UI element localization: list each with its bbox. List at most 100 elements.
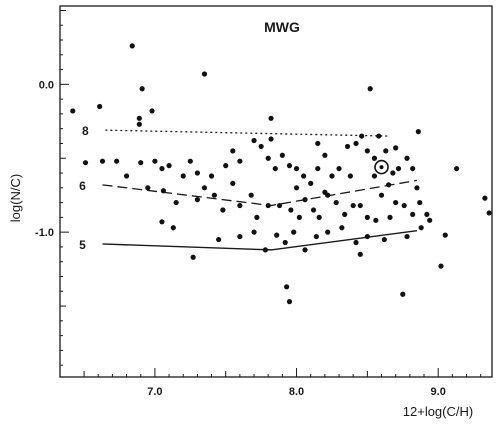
data-point: [187, 158, 193, 164]
data-point: [136, 115, 142, 121]
data-point: [136, 121, 142, 127]
data-point: [371, 173, 378, 179]
data-point: [350, 202, 356, 209]
data-point: [313, 233, 319, 240]
curve-6-line: [102, 179, 418, 207]
y-axis-title: log(N/C): [8, 174, 23, 222]
data-point: [208, 173, 215, 179]
data-point: [291, 229, 297, 235]
data-point: [114, 158, 120, 164]
data-point: [418, 225, 424, 231]
data-point: [453, 165, 460, 172]
curve-8-label: 8: [82, 124, 89, 138]
data-point: [123, 173, 130, 179]
data-point: [284, 284, 290, 290]
highlight-point-ring: [374, 159, 389, 175]
data-point: [152, 158, 158, 164]
data-point: [160, 188, 166, 194]
plot-frame: [59, 5, 493, 378]
data-point: [438, 263, 444, 269]
x-tick-label: 9.0: [431, 386, 446, 398]
data-point: [364, 148, 370, 154]
curve-5-line: [102, 229, 418, 251]
data-point: [82, 160, 89, 166]
data-point: [401, 202, 407, 209]
data-point: [364, 233, 370, 240]
data-point: [404, 155, 410, 161]
data-point: [201, 71, 208, 77]
data-point: [367, 86, 373, 92]
x-axis-title: 12+log(C/H): [403, 404, 473, 419]
data-point: [272, 165, 278, 172]
data-point: [395, 165, 402, 172]
data-point: [286, 163, 293, 169]
data-point: [301, 173, 307, 179]
data-point: [194, 197, 200, 203]
data-point: [336, 165, 342, 172]
data-point: [279, 152, 285, 158]
data-point: [376, 133, 382, 139]
data-point: [237, 202, 243, 209]
data-point: [194, 170, 200, 176]
data-point: [329, 173, 335, 179]
data-point: [216, 236, 222, 243]
data-point: [276, 202, 283, 209]
data-point: [251, 229, 257, 235]
data-point: [381, 236, 387, 243]
data-point: [322, 152, 328, 158]
data-point: [393, 199, 399, 206]
data-point: [286, 299, 293, 305]
data-point: [99, 158, 106, 164]
data-point: [373, 217, 379, 223]
data-point: [220, 207, 226, 213]
y-tick-label: 0.0: [39, 79, 54, 91]
data-point: [129, 43, 135, 49]
data-point: [97, 103, 103, 110]
data-point: [387, 214, 393, 220]
data-point: [230, 148, 236, 154]
data-point: [310, 207, 317, 213]
data-point: [262, 247, 268, 253]
x-tick-label: 7.0: [147, 386, 162, 398]
data-point: [293, 185, 300, 191]
data-point: [364, 214, 370, 220]
y-tick-label: -1.0: [35, 227, 54, 239]
data-points: [70, 43, 492, 305]
data-point: [353, 140, 359, 147]
data-point: [237, 158, 243, 164]
data-point: [308, 180, 314, 186]
data-point: [145, 185, 151, 191]
data-point: [282, 239, 288, 246]
data-point: [315, 140, 321, 147]
data-point: [268, 136, 274, 142]
data-point: [180, 173, 186, 179]
axis-ticks: [60, 9, 482, 377]
data-point: [254, 214, 260, 220]
data-point: [486, 210, 492, 216]
data-point: [386, 182, 392, 188]
data-point: [170, 225, 176, 231]
data-point: [230, 180, 236, 186]
data-point: [293, 165, 300, 172]
data-point: [410, 211, 416, 218]
highlight-point-center: [379, 165, 384, 170]
data-point: [274, 232, 280, 238]
data-point: [347, 173, 353, 179]
data-point: [251, 137, 257, 144]
data-point: [383, 148, 389, 154]
data-point: [138, 160, 144, 166]
data-point: [442, 232, 448, 238]
data-point: [339, 225, 345, 231]
data-point: [344, 143, 351, 150]
x-tick-label: 8.0: [289, 386, 304, 398]
data-point: [149, 108, 155, 114]
curve-6-label: 6: [79, 179, 86, 193]
data-point: [410, 165, 416, 172]
data-point: [166, 163, 172, 169]
data-point: [342, 211, 348, 218]
data-point: [427, 217, 433, 223]
data-point: [353, 239, 359, 246]
data-point: [357, 251, 363, 257]
data-point: [378, 192, 385, 198]
